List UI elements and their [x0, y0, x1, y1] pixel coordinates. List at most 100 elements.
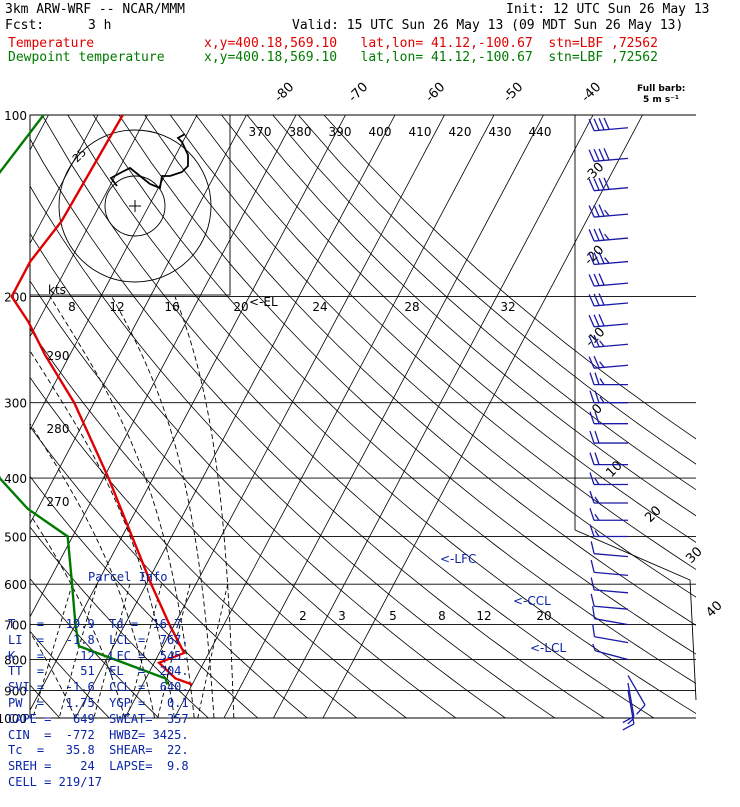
wind-barb-staff: [594, 605, 629, 610]
wind-barb: [590, 577, 629, 594]
pressure-tick-label: 500: [4, 530, 27, 544]
wind-barb-flag: [592, 643, 596, 651]
wind-barb-staff: [594, 323, 629, 328]
dry-adiabat-line: [30, 630, 110, 718]
wind-barb-flag: [594, 513, 600, 521]
dry-adiabat-line: [30, 526, 209, 718]
parcel-info-row: PW = 1.75 YGP = 0.1: [8, 695, 189, 710]
parcel-info-row: K = 12 LFC = 545.: [8, 648, 189, 663]
wind-barb-flag: [598, 273, 605, 286]
dewpoint-line: [0, 114, 169, 685]
parcel-info-row: CELL = 219/17: [8, 774, 102, 789]
wind-barb-staff: [627, 675, 646, 706]
wind-barb-flag: [588, 335, 595, 348]
wind-barb-staff: [594, 213, 629, 218]
model-title: 3km ARW-WRF -- NCAR/MMM: [5, 2, 186, 17]
isotherm-line: [30, 115, 198, 431]
wind-barb-flag: [598, 118, 605, 131]
wind-barb-flag: [598, 293, 605, 306]
wind-barb: [592, 606, 629, 626]
isotherm-line: [223, 115, 544, 718]
wind-barb-flag: [594, 430, 600, 444]
wind-barb-flag: [593, 314, 600, 327]
wind-barb-flag: [636, 704, 646, 715]
wind-barb: [588, 228, 629, 242]
wind-barb-flag: [598, 177, 605, 191]
wind-barb-flag: [622, 723, 635, 731]
level-marker-lfc: <-LFC: [440, 552, 476, 566]
dry-adiabat-line: [118, 115, 696, 655]
wind-barb-flag: [588, 356, 595, 369]
plot-frame: [29, 115, 696, 719]
wind-barb-flag: [594, 530, 600, 537]
wind-barb: [589, 472, 628, 486]
wind-barb-flag: [598, 228, 605, 241]
wind-barb-flag: [589, 524, 595, 537]
wind-barb-staff: [594, 282, 629, 287]
temperature-location: x,y=400.18,569.10 lat,lon= 41.12,-100.67…: [204, 36, 658, 51]
hodograph-speed-label: 28: [404, 300, 419, 314]
wind-barb-flag: [588, 149, 595, 162]
wind-barb: [589, 452, 628, 466]
chart-grid: [29, 114, 697, 719]
wind-barb-flag: [599, 378, 605, 385]
parcel-info-title: Parcel Info: [88, 569, 168, 584]
wind-barb: [589, 490, 628, 504]
dry-adiabat-line: [30, 185, 556, 718]
dry-adiabat-line: [67, 115, 696, 714]
wind-barb-flag: [593, 178, 600, 191]
wind-barb-flag: [589, 390, 595, 403]
theta-e-label: 400: [369, 125, 392, 139]
wind-barb-staff: [594, 650, 629, 661]
theta-e-label: 390: [329, 125, 352, 139]
wind-barb: [588, 117, 629, 132]
wind-barb-staff: [594, 553, 629, 558]
wind-barb: [588, 293, 629, 307]
wind-barb-staff: [594, 618, 629, 626]
wind-barb-flag: [598, 314, 605, 327]
init-time: Init: 12 UTC Sun 26 May 13: [506, 2, 710, 17]
theta-e-label: 370: [249, 125, 272, 139]
skew-t-chart: 100 200 300 400 500 600 700 800 900 1000 -80 -70 -60…: [0, 80, 726, 731]
moist-adiabat-line: [174, 296, 235, 718]
mixing-ratio-label: 2: [299, 609, 307, 623]
pressure-tick-label: 100: [4, 109, 27, 123]
wind-barb-flag: [592, 606, 596, 619]
wind-barb-flag: [594, 390, 600, 403]
dry-adiabat-line: [169, 115, 696, 598]
wind-barb: [589, 430, 628, 444]
wind-barb: [592, 624, 629, 644]
dry-adiabat-line: [30, 138, 605, 718]
wind-barb-flag: [589, 430, 595, 444]
wind-barb-flag: [593, 293, 600, 306]
wind-barb-staff: [594, 343, 629, 348]
mixing-ratio-label: 8: [438, 609, 446, 623]
barb-key-line2: 5 m s⁻¹: [643, 95, 679, 105]
wind-barb-flag: [604, 233, 610, 241]
wind-barb-flag: [589, 372, 595, 385]
wind-barb: [622, 682, 635, 724]
hodograph-speed-label: 16: [164, 300, 179, 314]
theta-e-label: 420: [449, 125, 472, 139]
wind-barb-flag: [599, 396, 605, 404]
parcel-info-row: Tc = 35.8 SHEAR= 22.: [8, 743, 189, 758]
wind-barb: [588, 334, 629, 348]
parcel-info-rows: T = 19.9 Td = 16.7 LI = -1.8 LCL = 767. K …: [8, 617, 189, 791]
pressure-tick-label: 700: [4, 619, 27, 633]
wind-barb: [622, 690, 635, 731]
level-marker-ccl: <-CCL: [513, 594, 551, 608]
dry-adiabat-line: [195, 115, 696, 570]
parcel-info-row: CAPE = 649 SWEAT= 357: [8, 711, 189, 726]
wind-barb: [590, 593, 629, 610]
parcel-info-row: SVI = -1.6 CCL = 640.: [8, 680, 189, 695]
wind-barb-staff: [594, 636, 629, 644]
theta-e-label: 440: [529, 125, 552, 139]
wind-barb-flag: [589, 508, 595, 521]
wind-barb-flag: [590, 559, 595, 573]
wind-barbs: [588, 117, 646, 731]
dewpoint-location: x,y=400.18,569.10 lat,lon= 41.12,-100.67…: [204, 50, 658, 65]
wind-barb-flag: [593, 228, 600, 241]
level-marker-lcl: <-LCL: [530, 641, 566, 655]
parcel-info-row: SREH = 24 LAPSE= 9.8: [8, 759, 189, 774]
mixing-ratio-label: 20: [536, 609, 551, 623]
